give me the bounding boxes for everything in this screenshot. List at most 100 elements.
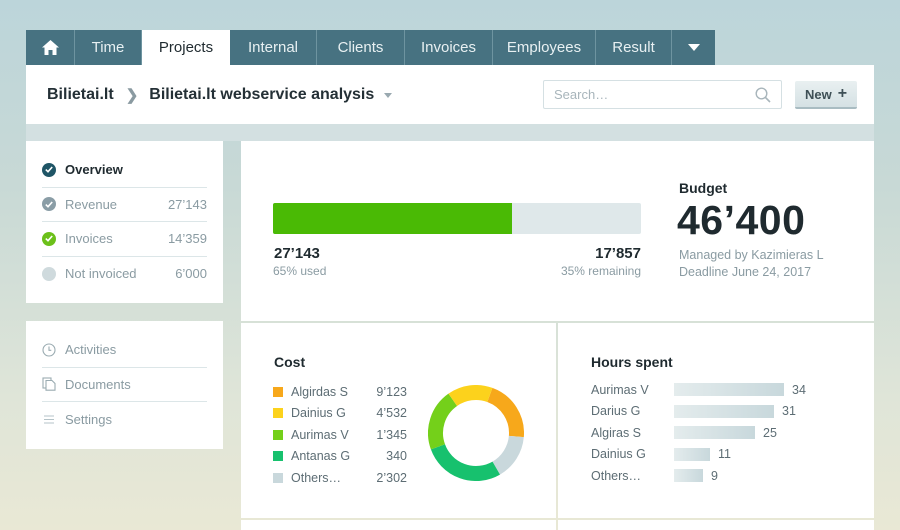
breadcrumb-root[interactable]: Bilietai.lt — [47, 85, 114, 103]
legend-item: Aurimas V 1’345 — [273, 424, 407, 446]
new-button-label: New — [804, 86, 832, 102]
sidebar-item-label: Overview — [65, 162, 123, 178]
hours-row: Dainius G 11 — [591, 444, 831, 466]
budget-progress-bar — [273, 203, 641, 234]
tab-projects[interactable]: Projects — [142, 30, 230, 65]
remaining-percent-label: 35% remaining — [560, 264, 641, 278]
donut-segment — [486, 387, 524, 438]
hours-value: 11 — [718, 447, 731, 462]
hours-bar — [674, 383, 784, 397]
hours-panel: Hours spent Aurimas V 34 Darius G 31 Alg… — [558, 323, 874, 518]
sidebar-item-revenue[interactable]: Revenue 27’143 — [42, 188, 207, 222]
legend-name: Dainius G — [291, 406, 346, 421]
chevron-right-icon: ❯ — [125, 86, 139, 104]
sidebar-item-value: 6’000 — [175, 266, 207, 282]
sidebar-item-label: Invoices — [65, 231, 113, 247]
used-percent-label: 65% used — [273, 264, 327, 278]
donut-segment — [448, 385, 493, 407]
tab-result[interactable]: Result — [596, 30, 672, 65]
tab-employees[interactable]: Employees — [493, 30, 596, 65]
sidebar-links: Activities Documents Settings — [26, 321, 223, 449]
hours-row: Aurimas V 34 — [591, 379, 831, 401]
hours-row: Darius G 31 — [591, 401, 831, 423]
remaining-amount: 17’857 — [595, 245, 641, 262]
hours-row: Others… 9 — [591, 465, 831, 487]
hours-bar — [674, 404, 774, 418]
legend-swatch — [273, 472, 283, 483]
cost-legend: Algirdas S 9’123 Dainius G 4’532 Aurimas… — [273, 381, 407, 489]
header-divider — [26, 124, 874, 141]
sidebar-item-label: Activities — [65, 342, 117, 358]
tab-time[interactable]: Time — [75, 30, 142, 65]
empty-circle-icon — [42, 266, 56, 281]
tab-internal[interactable]: Internal — [230, 30, 317, 65]
tab-invoices[interactable]: Invoices — [405, 30, 493, 65]
legend-item: Algirdas S 9’123 — [273, 381, 407, 403]
sidebar-item-label: Revenue — [65, 196, 118, 212]
legend-name: Algirdas S — [291, 384, 348, 399]
sidebar-item-settings[interactable]: Settings — [42, 402, 207, 437]
tab-more-dropdown[interactable] — [672, 30, 715, 65]
new-button[interactable]: New + — [795, 81, 857, 109]
hours-name: Dainius G — [591, 447, 646, 462]
hours-name: Algiras S — [591, 425, 642, 440]
sidebar-item-activities[interactable]: Activities — [42, 333, 207, 368]
project-switcher-caret-icon[interactable] — [384, 93, 393, 98]
legend-swatch — [273, 451, 283, 462]
sidebar-item-documents[interactable]: Documents — [42, 368, 207, 402]
legend-value: 2’302 — [376, 470, 407, 485]
sidebar-item-label: Settings — [65, 411, 112, 427]
sidebar-item-not-invoiced[interactable]: Not invoiced 6’000 — [42, 257, 207, 292]
sidebar-item-overview[interactable]: Overview — [42, 153, 207, 188]
legend-swatch — [273, 386, 283, 397]
sidebar-item-value: 14’359 — [167, 231, 207, 247]
sidebar-summary: Overview Revenue 27’143 Invoices 14’359 … — [26, 141, 223, 303]
breadcrumb: Bilietai.lt ❯ Bilietai.lt webservice ana… — [47, 85, 393, 104]
legend-swatch — [273, 408, 283, 419]
legend-name: Aurimas V — [291, 427, 349, 442]
sidebar-item-label: Documents — [65, 376, 131, 392]
caret-down-icon — [687, 44, 700, 51]
used-amount: 27’143 — [274, 245, 320, 262]
legend-item: Dainius G 4’532 — [273, 403, 407, 425]
hours-bar-chart: Aurimas V 34 Darius G 31 Algiras S 25 Da… — [591, 379, 831, 487]
check-circle-icon — [42, 162, 56, 177]
hours-value: 31 — [782, 404, 796, 419]
budget-panel: 27’143 65% used 17’857 35% remaining Bud… — [241, 141, 874, 321]
tab-clients[interactable]: Clients — [317, 30, 405, 65]
budget-title: Budget — [679, 180, 728, 196]
main-tab-bar: Time Projects Internal Clients Invoices … — [26, 30, 715, 65]
budget-manager: Managed by Kazimieras L — [679, 248, 824, 262]
hours-value: 34 — [792, 382, 806, 397]
budget-total: 46’400 — [677, 197, 806, 243]
documents-icon — [42, 377, 56, 391]
hours-value: 9 — [711, 468, 718, 483]
donut-segment — [492, 435, 524, 475]
hours-name: Aurimas V — [591, 382, 649, 397]
sidebar-item-value: 27’143 — [167, 196, 207, 212]
legend-item: Antanas G 340 — [273, 446, 407, 468]
budget-deadline: Deadline June 24, 2017 — [679, 265, 812, 279]
breadcrumb-current: Bilietai.lt webservice analysis — [149, 85, 375, 103]
hours-title: Hours spent — [591, 354, 673, 370]
cost-donut-chart — [428, 385, 524, 481]
page-header: Bilietai.lt ❯ Bilietai.lt webservice ana… — [26, 65, 874, 124]
menu-lines-icon — [44, 415, 54, 424]
legend-value: 340 — [386, 449, 407, 464]
hours-bar — [674, 426, 755, 440]
search-box — [543, 80, 782, 109]
clock-icon — [42, 343, 56, 357]
sidebar-item-invoices[interactable]: Invoices 14’359 — [42, 222, 207, 257]
sidebar-item-label: Not invoiced — [65, 266, 137, 282]
home-icon — [41, 40, 59, 55]
search-icon[interactable] — [755, 87, 771, 103]
search-input[interactable] — [554, 87, 744, 102]
cost-title: Cost — [274, 354, 306, 370]
cost-panel: Cost Algirdas S 9’123 Dainius G 4’532 Au… — [241, 323, 556, 518]
legend-value: 4’532 — [376, 406, 407, 421]
legend-value: 9’123 — [376, 384, 407, 399]
tab-home[interactable] — [26, 30, 75, 65]
legend-name: Others… — [291, 470, 342, 485]
hours-bar — [674, 469, 703, 483]
